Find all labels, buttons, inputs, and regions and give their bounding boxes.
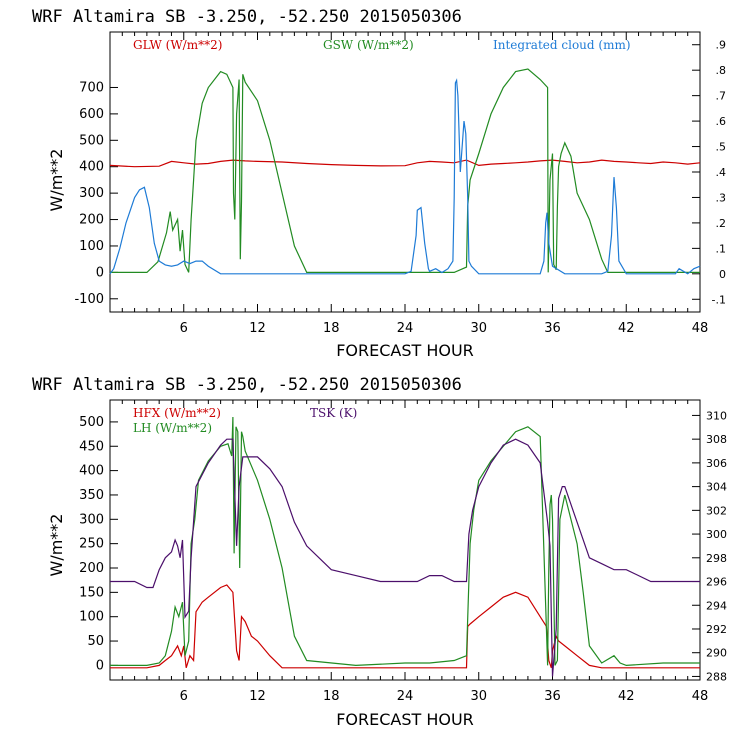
y-tick-label: 500 <box>79 415 104 430</box>
y2-tick-label: 306 <box>706 457 727 470</box>
chart-top: WRF Altamira SB -3.250, -52.250 20150503… <box>32 7 726 360</box>
x-tick-label: 24 <box>397 321 414 336</box>
series-lines <box>110 417 700 676</box>
y2-tick-label: .3 <box>716 191 727 204</box>
y2-tick-label: -.1 <box>712 293 726 306</box>
x-tick-label: 42 <box>618 321 635 336</box>
y-tick-label: 0 <box>96 658 104 673</box>
legend-lh: LH (W/m**2) <box>133 421 212 435</box>
plot-frame <box>110 400 700 680</box>
x-tick-label: 18 <box>323 321 340 336</box>
series-line-0 <box>110 160 700 167</box>
y-tick-label: 300 <box>79 512 104 527</box>
chart-bottom: WRF Altamira SB -3.250, -52.250 20150503… <box>32 375 727 729</box>
legend-tsk: TSK (K) <box>310 406 357 420</box>
y-tick-label: 200 <box>79 213 104 228</box>
y2-tick-label: .1 <box>716 242 727 255</box>
chart-title: WRF Altamira SB -3.250, -52.250 20150503… <box>32 7 462 27</box>
y2-tick-label: .6 <box>716 115 727 128</box>
y-tick-label: 500 <box>79 133 104 148</box>
series-lines <box>110 69 700 274</box>
y-tick-label: 0 <box>96 265 104 280</box>
series-line-0 <box>110 585 700 668</box>
y2-tick-label: 290 <box>706 647 727 660</box>
chart-title: WRF Altamira SB -3.250, -52.250 20150503… <box>32 375 462 395</box>
series-line-2 <box>110 80 700 273</box>
series-line-1 <box>110 417 700 665</box>
y-tick-label: 400 <box>79 464 104 479</box>
y-tick-label: 200 <box>79 561 104 576</box>
y2-tick-label: .8 <box>716 64 727 77</box>
legend-glw: GLW (W/m**2) <box>133 38 222 52</box>
y-tick-label: 150 <box>79 585 104 600</box>
x-tick-label: 24 <box>397 689 414 704</box>
y-tick-label: 400 <box>79 160 104 175</box>
y-tick-label: 450 <box>79 439 104 454</box>
x-tick-label: 18 <box>323 689 340 704</box>
x-tick-label: 6 <box>180 689 188 704</box>
y-tick-label: 100 <box>79 610 104 625</box>
y-tick-label: 250 <box>79 537 104 552</box>
y-tick-label: 100 <box>79 239 104 254</box>
y-tick-label: 350 <box>79 488 104 503</box>
y2-tick-label: .7 <box>716 90 727 103</box>
y2-tick-label: 308 <box>706 433 727 446</box>
x-tick-label: 36 <box>544 689 561 704</box>
y2-tick-label: 298 <box>706 552 727 565</box>
y2-tick-label: 296 <box>706 576 727 589</box>
x-axis-label: FORECAST HOUR <box>336 341 474 360</box>
x-tick-label: 6 <box>180 321 188 336</box>
y-tick-label: 600 <box>79 107 104 122</box>
y2-tick-label: 300 <box>706 528 727 541</box>
x-tick-label: 30 <box>470 321 487 336</box>
axis-ticks: 6 12 18 24 30 36 42 48 0 50 100 150 200 250 300 350 400 4… <box>79 400 727 704</box>
y-tick-label: 700 <box>79 80 104 95</box>
x-tick-label: 12 <box>249 321 266 336</box>
y2-tick-label: 288 <box>706 670 727 683</box>
axis-ticks: 6 12 18 24 30 36 42 48 -100 0 100 200 300 400 500 600 70… <box>74 32 726 336</box>
x-tick-label: 48 <box>692 689 709 704</box>
y2-tick-label: .5 <box>716 141 727 154</box>
y-tick-label: 300 <box>79 186 104 201</box>
y-tick-label: -100 <box>74 292 104 307</box>
y2-tick-label: .9 <box>716 39 727 52</box>
x-tick-label: 12 <box>249 689 266 704</box>
plot-frame <box>110 32 700 312</box>
x-tick-label: 42 <box>618 689 635 704</box>
series-line-2 <box>110 439 700 676</box>
y2-tick-label: 310 <box>706 409 727 422</box>
x-axis-label: FORECAST HOUR <box>336 710 474 729</box>
y2-tick-label: 292 <box>706 623 727 636</box>
legend-hfx: HFX (W/m**2) <box>133 406 221 420</box>
legend-gsw: GSW (W/m**2) <box>323 38 414 52</box>
y-axis-label: W/m**2 <box>47 149 66 212</box>
x-tick-label: 36 <box>544 321 561 336</box>
y2-tick-label: .4 <box>716 166 727 179</box>
y2-tick-label: 294 <box>706 599 727 612</box>
y2-tick-label: 304 <box>706 481 727 494</box>
legend-cloud: Integrated cloud (mm) <box>493 38 631 52</box>
y-axis-label: W/m**2 <box>47 514 66 577</box>
y-tick-label: 50 <box>87 634 104 649</box>
x-tick-label: 48 <box>692 321 709 336</box>
y2-tick-label: .2 <box>716 217 727 230</box>
series-line-1 <box>110 69 700 272</box>
y2-tick-label: 302 <box>706 504 727 517</box>
x-tick-label: 30 <box>470 689 487 704</box>
y2-tick-label: 0 <box>719 268 726 281</box>
figure: WRF Altamira SB -3.250, -52.250 20150503… <box>0 0 740 740</box>
